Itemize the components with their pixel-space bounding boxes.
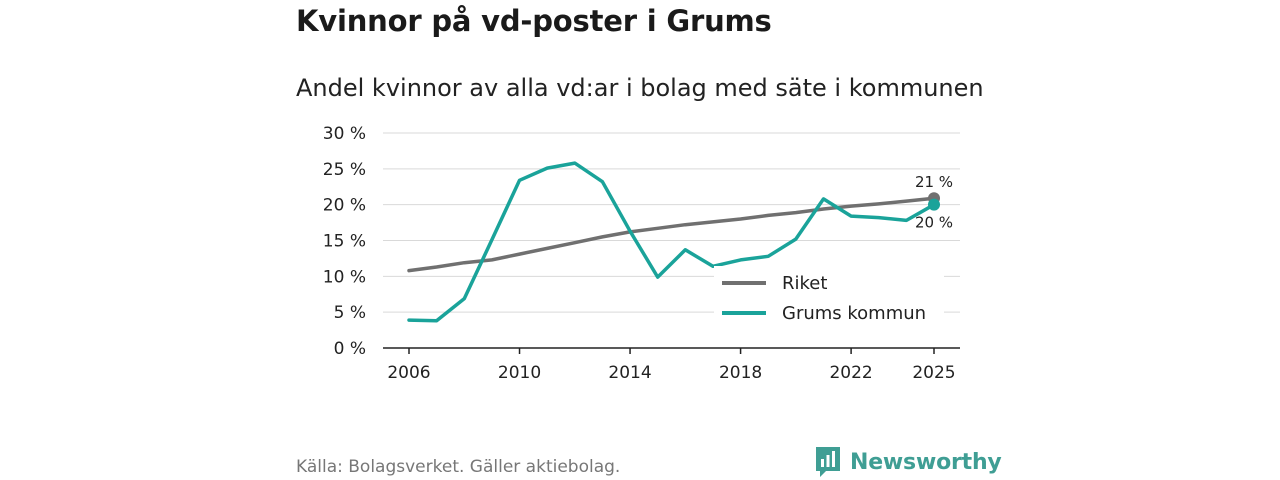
legend: Riket Grums kommun (714, 266, 944, 332)
end-labels: 21 % 20 % (915, 173, 953, 231)
legend-label-riket: Riket (782, 273, 827, 294)
y-tick-label-0: 0 % (334, 339, 366, 359)
y-tick-label-5: 5 % (334, 303, 366, 323)
newsworthy-logo-icon (816, 447, 840, 477)
y-tick-label-10: 10 % (323, 267, 366, 287)
legend-background (714, 266, 944, 332)
y-tick-label-20: 20 % (323, 196, 366, 216)
y-tick-label-30: 30 % (323, 124, 366, 144)
axis-layer: 0 % 5 % 10 % 15 % 20 % 25 % 30 % 2006 2010 2014 20… (323, 124, 960, 383)
y-tick-label-15: 15 % (323, 232, 366, 252)
series-line-grums (407, 161, 936, 323)
x-tick-label-2025: 2025 (912, 363, 955, 383)
end-point-grums (928, 198, 940, 211)
series-line-riket (407, 196, 936, 273)
x-tick-label-2006: 2006 (387, 363, 430, 383)
chart-subtitle: Andel kvinnor av alla vd:ar i bolag med … (296, 74, 984, 102)
series-layer (407, 161, 936, 323)
newsworthy-logo: Newsworthy (814, 445, 1002, 479)
x-tick-label-2014: 2014 (608, 363, 651, 383)
end-label-riket: 21 % (915, 173, 953, 191)
logo-text: Newsworthy (850, 449, 1002, 475)
source-note: Källa: Bolagsverket. Gäller aktiebolag. (296, 457, 621, 477)
end-label-grums: 20 % (915, 214, 953, 232)
x-tick-label-2022: 2022 (829, 363, 872, 383)
x-tick-label-2018: 2018 (719, 363, 762, 383)
x-tick-label-2010: 2010 (498, 363, 541, 383)
y-tick-label-25: 25 % (323, 160, 366, 180)
legend-label-grums: Grums kommun (782, 303, 926, 324)
chart-title: Kvinnor på vd-poster i Grums (296, 4, 772, 38)
